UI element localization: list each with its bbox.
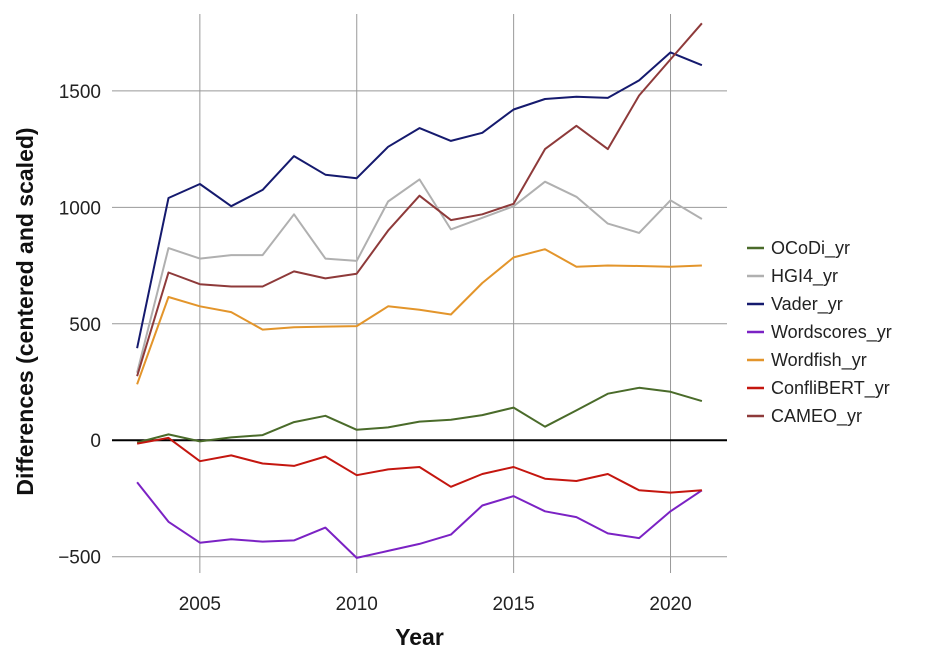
x-tick-label-2015: 2015 [492, 594, 534, 615]
y-tick-label-2: 500 [69, 315, 101, 336]
legend-label-wordfish-yr: Wordfish_yr [771, 350, 867, 371]
legend: OCoDi_yr HGI4_yr Vader_yr Wordscores_yr Word… [747, 238, 892, 427]
horizontal-gridlines [112, 90, 727, 558]
x-tick-label-2010: 2010 [336, 594, 378, 615]
y-tick-label-1: 0 [90, 431, 101, 452]
vertical-gridlines [199, 14, 672, 573]
series-line-wordscores-yr [136, 481, 703, 559]
legend-label-vader-yr: Vader_yr [771, 294, 843, 315]
y-axis-tick-labels: −500 0 500 1000 1500 [58, 82, 101, 569]
y-axis-title: Differences (centered and scaled) [12, 127, 38, 495]
x-axis-title: Year [395, 624, 444, 650]
legend-label-hgi4-yr: HGI4_yr [771, 266, 838, 287]
legend-label-wordscores-yr: Wordscores_yr [771, 322, 892, 343]
series-lines [136, 22, 703, 559]
series-line-conflibert-yr [136, 436, 702, 494]
legend-label-conflibert-yr: ConfliBERT_yr [771, 378, 890, 399]
x-tick-label-2005: 2005 [179, 594, 221, 615]
series-line-wordfish-yr [136, 248, 702, 385]
legend-label-cameo-yr: CAMEO_yr [771, 406, 862, 427]
series-line-ocodi-yr [136, 386, 703, 444]
x-axis-tick-labels: 2005 2010 2015 2020 [179, 594, 692, 615]
series-line-vader-yr [136, 51, 703, 349]
series-line-hgi4-yr [136, 178, 703, 373]
series-line-cameo-yr [136, 22, 703, 377]
y-tick-label-0: −500 [58, 548, 101, 569]
x-tick-label-2020: 2020 [649, 594, 691, 615]
y-tick-label-3: 1000 [59, 198, 101, 219]
y-tick-label-4: 1500 [59, 82, 101, 103]
legend-label-ocodi-yr: OCoDi_yr [771, 238, 850, 259]
